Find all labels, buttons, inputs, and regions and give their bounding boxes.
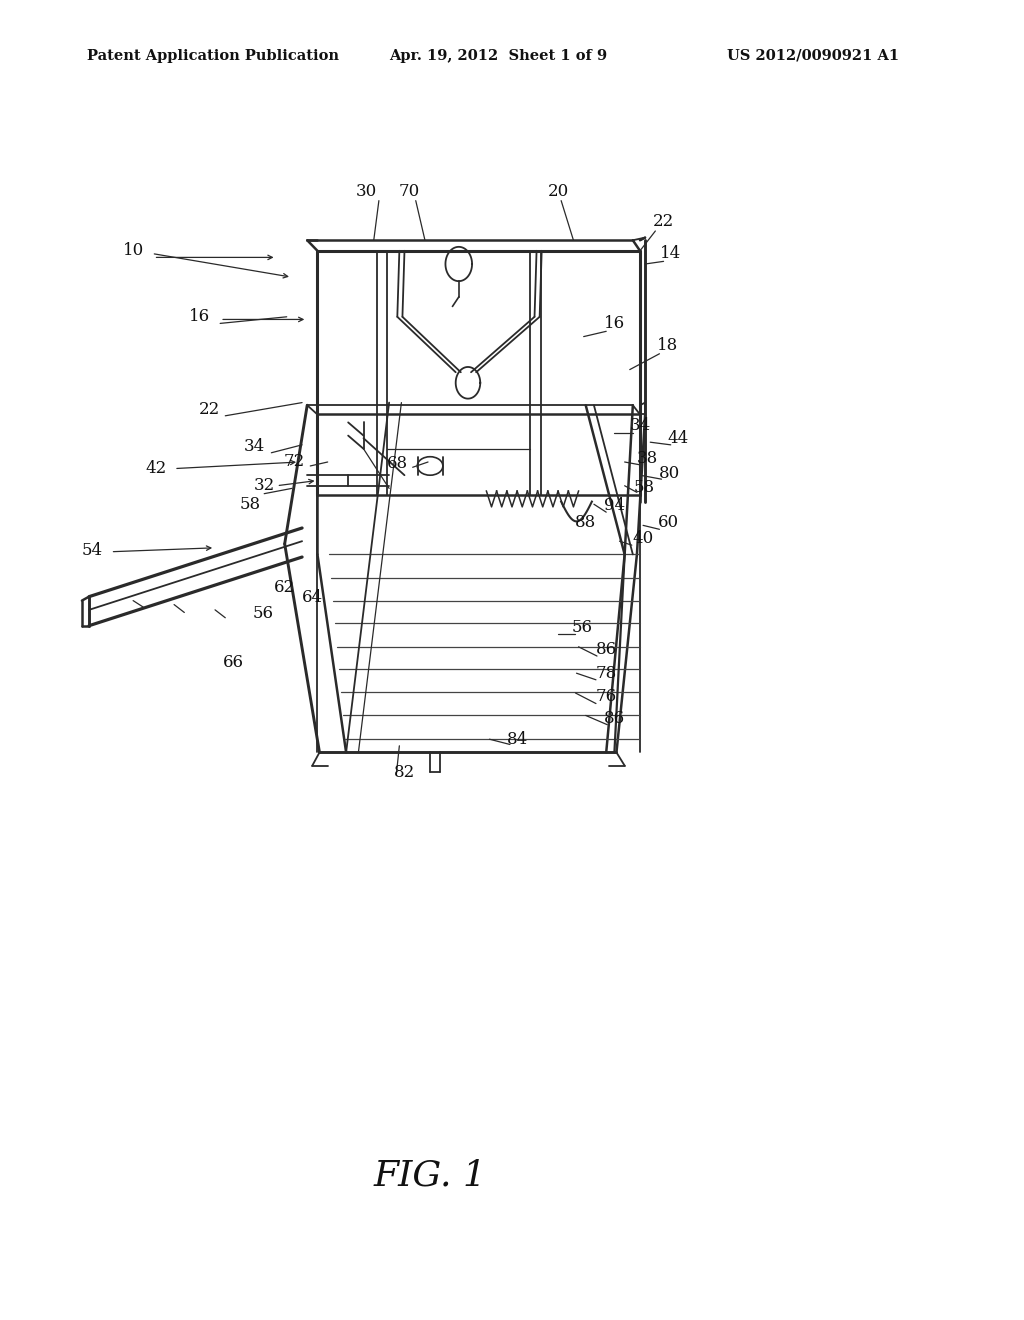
Text: 18: 18 — [657, 338, 678, 354]
Text: 66: 66 — [223, 655, 244, 671]
Text: 84: 84 — [507, 731, 527, 747]
Text: 58: 58 — [240, 496, 260, 512]
Text: 10: 10 — [123, 243, 143, 259]
Text: 38: 38 — [637, 450, 657, 466]
Text: 86: 86 — [596, 642, 616, 657]
Text: 56: 56 — [253, 606, 273, 622]
Text: 80: 80 — [659, 466, 680, 482]
Text: 62: 62 — [274, 579, 295, 595]
Text: 40: 40 — [633, 531, 653, 546]
Text: 22: 22 — [653, 214, 674, 230]
Text: US 2012/0090921 A1: US 2012/0090921 A1 — [727, 49, 899, 63]
Text: 44: 44 — [668, 430, 688, 446]
Text: Apr. 19, 2012  Sheet 1 of 9: Apr. 19, 2012 Sheet 1 of 9 — [389, 49, 607, 63]
Text: 72: 72 — [284, 454, 304, 470]
Text: 60: 60 — [658, 515, 679, 531]
Text: 64: 64 — [302, 590, 323, 606]
Text: 94: 94 — [604, 498, 625, 513]
Text: 16: 16 — [189, 309, 210, 325]
Text: 56: 56 — [571, 619, 592, 635]
Text: 20: 20 — [548, 183, 568, 199]
Text: 68: 68 — [387, 455, 408, 471]
Text: 34: 34 — [244, 438, 264, 454]
Text: 82: 82 — [394, 764, 415, 780]
Text: 22: 22 — [200, 401, 220, 417]
Text: 76: 76 — [596, 689, 616, 705]
Text: 30: 30 — [356, 183, 377, 199]
Text: 54: 54 — [82, 543, 102, 558]
Text: 14: 14 — [660, 246, 681, 261]
Text: Patent Application Publication: Patent Application Publication — [87, 49, 339, 63]
Text: FIG. 1: FIG. 1 — [374, 1159, 486, 1193]
Text: 88: 88 — [575, 515, 596, 531]
Text: 78: 78 — [596, 665, 616, 681]
Text: 34: 34 — [630, 417, 650, 433]
Text: 32: 32 — [254, 478, 274, 494]
Text: 42: 42 — [145, 461, 166, 477]
Text: 86: 86 — [604, 710, 625, 726]
Text: 16: 16 — [604, 315, 625, 331]
Text: 58: 58 — [634, 479, 654, 495]
Text: 70: 70 — [399, 183, 420, 199]
